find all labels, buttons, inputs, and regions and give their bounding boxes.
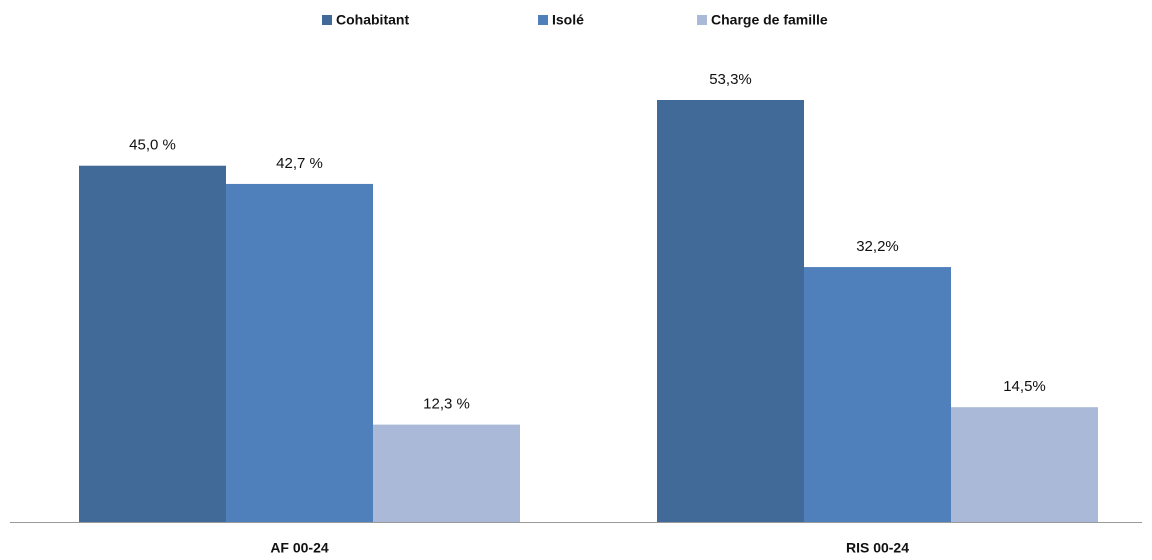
legend-swatch bbox=[322, 15, 332, 25]
value-label: 14,5% bbox=[1003, 378, 1046, 395]
bar bbox=[657, 100, 804, 522]
x-tick-label: RIS 00-24 bbox=[846, 540, 909, 556]
value-label: 12,3 % bbox=[423, 396, 470, 413]
bar bbox=[804, 267, 951, 522]
value-label: 32,2% bbox=[856, 238, 899, 255]
legend-label: Cohabitant bbox=[336, 12, 409, 28]
bar bbox=[79, 165, 226, 522]
legend-swatch bbox=[697, 15, 707, 25]
bar bbox=[226, 183, 373, 522]
bar bbox=[373, 424, 520, 522]
bar bbox=[951, 407, 1098, 522]
legend-label: Isolé bbox=[552, 12, 584, 28]
x-tick-label: AF 00-24 bbox=[270, 540, 329, 556]
value-label: 53,3% bbox=[709, 71, 752, 88]
legend-swatch bbox=[538, 15, 548, 25]
value-label: 42,7 % bbox=[276, 155, 323, 172]
legend-label: Charge de famille bbox=[711, 12, 828, 28]
value-label: 45,0 % bbox=[129, 137, 176, 154]
